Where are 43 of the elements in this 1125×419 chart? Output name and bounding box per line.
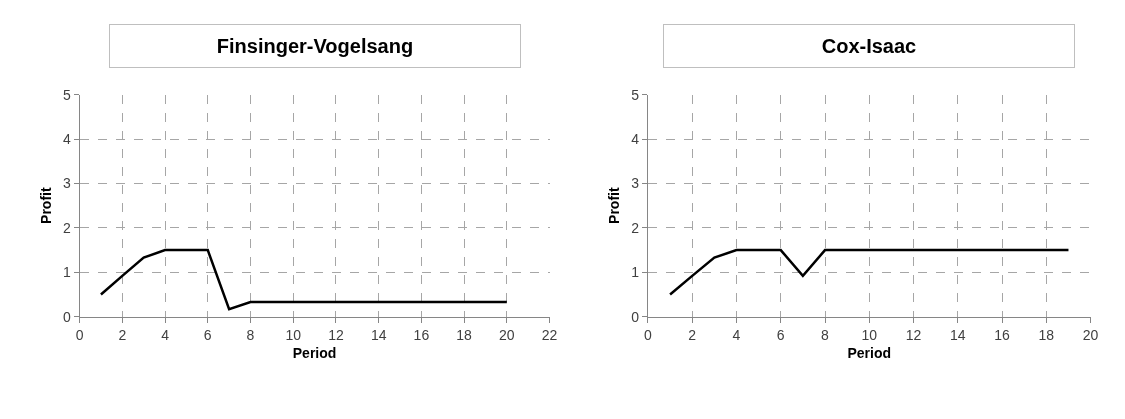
x-tick-label: 6 [203,326,212,343]
x-tick-label: 14 [950,326,966,343]
x-tick-label: 16 [413,326,430,343]
x-tick-label: 10 [285,326,302,343]
x-tick-label: 10 [861,326,878,343]
y-axis-title: Profit [605,187,622,224]
y-tick-label: 3 [631,175,640,192]
line-series [668,248,1070,296]
x-tick-label: 18 [456,326,473,343]
x-tick-label: 14 [370,326,387,343]
x-tick-label: 6 [776,326,785,343]
chart-title: Finsinger-Vogelsang [216,35,414,57]
x-axis-title: Period [847,344,892,361]
x-tick-label: 2 [688,326,697,343]
chart-title: Cox-Isaac [821,35,917,57]
y-tick-label: 1 [62,264,71,281]
y-tick-label: 4 [631,130,640,147]
x-tick-label: 18 [1038,326,1055,343]
line-series [99,248,509,311]
y-tick-label: 2 [631,219,640,236]
y-tick-label: 5 [62,86,71,103]
y-tick-label: 1 [631,264,640,281]
y-tick-label: 4 [62,130,71,147]
x-tick-label: 0 [644,326,653,343]
y-tick-label: 2 [62,219,71,236]
y-axis-title: Profit [37,187,54,224]
x-tick-label: 4 [732,326,741,343]
x-tick-label: 8 [821,326,830,343]
x-tick-label: 12 [328,326,344,343]
y-tick-label: 3 [62,175,71,192]
x-tick-label: 4 [161,326,170,343]
x-tick-label: 0 [75,326,84,343]
x-tick-label: 8 [246,326,255,343]
x-axis-title: Period [292,344,337,361]
x-tick-label: 20 [499,326,515,343]
x-tick-label: 12 [905,326,922,343]
x-tick-label: 2 [118,326,127,343]
x-tick-label: 16 [994,326,1011,343]
y-tick-label: 0 [631,308,640,325]
x-tick-label: 20 [1082,326,1099,343]
y-tick-label: 0 [62,308,71,325]
x-tick-label: 22 [541,326,558,343]
y-tick-label: 5 [631,86,640,103]
